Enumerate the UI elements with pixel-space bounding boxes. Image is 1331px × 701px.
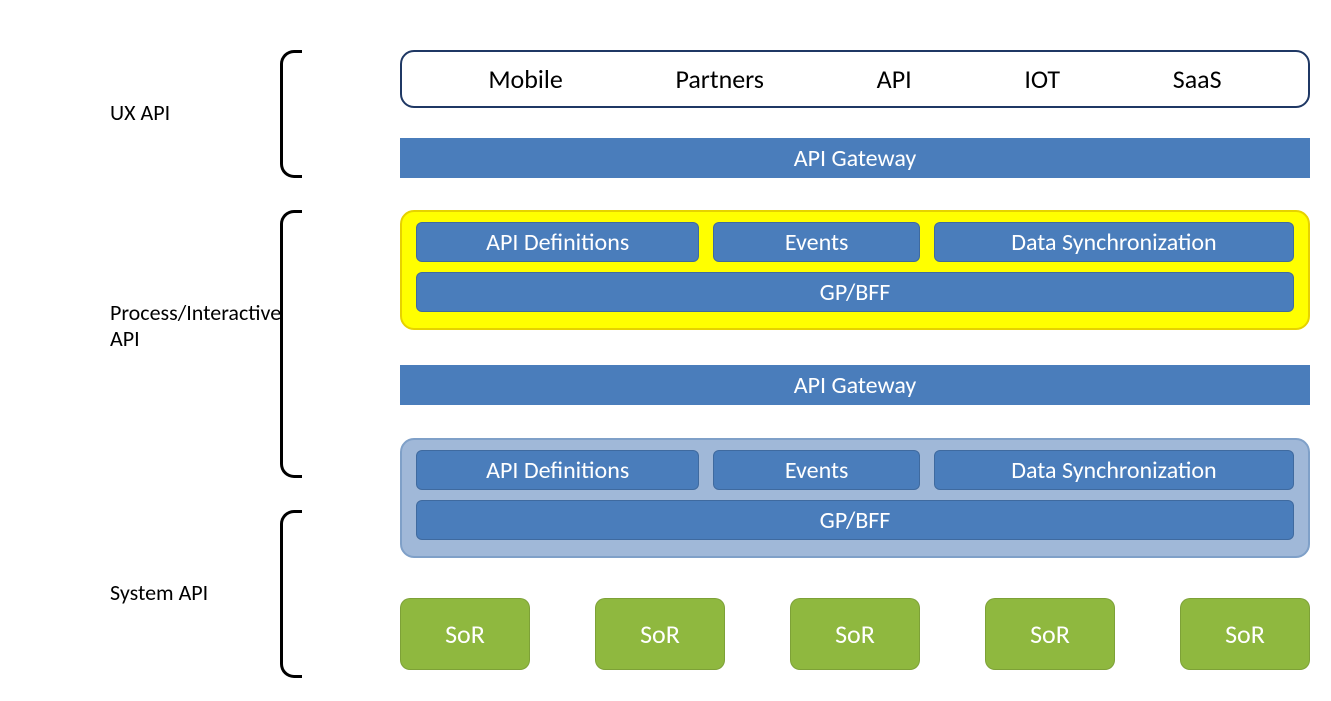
consumer-iot: IOT — [1024, 63, 1060, 95]
process-panel-yellow-block-0: API Definitions — [416, 222, 699, 262]
consumer-partners: Partners — [675, 63, 764, 95]
layer-label-process: Process/Interactive API — [110, 300, 281, 353]
process-panel-lightblue-block-0: API Definitions — [416, 450, 699, 490]
consumer-mobile: Mobile — [488, 63, 562, 95]
layer-label-ux: UX API — [110, 100, 170, 126]
sor-2: SoR — [790, 598, 920, 670]
consumer-saas: SaaS — [1173, 63, 1222, 95]
bracket-process — [280, 210, 302, 478]
process-panel-lightblue: API Definitions Events Data Synchronizatio… — [400, 438, 1310, 558]
sor-1: SoR — [595, 598, 725, 670]
process-panel-lightblue-block-1: Events — [713, 450, 920, 490]
process-panel-lightblue-gpbff: GP/BFF — [416, 500, 1294, 540]
consumer-api: API — [877, 63, 912, 95]
bracket-system — [280, 510, 302, 678]
api-gateway-2: API Gateway — [400, 365, 1310, 405]
process-panel-yellow-gpbff: GP/BFF — [416, 272, 1294, 312]
api-gateway-1: API Gateway — [400, 138, 1310, 178]
sor-0: SoR — [400, 598, 530, 670]
process-panel-yellow: API Definitions Events Data Synchronizatio… — [400, 210, 1310, 330]
layer-label-system: System API — [110, 580, 208, 606]
process-panel-lightblue-block-2: Data Synchronization — [934, 450, 1294, 490]
sor-4: SoR — [1180, 598, 1310, 670]
bracket-ux — [280, 50, 302, 178]
consumers-box: Mobile Partners API IOT SaaS — [400, 50, 1310, 108]
sor-3: SoR — [985, 598, 1115, 670]
process-panel-yellow-block-2: Data Synchronization — [934, 222, 1294, 262]
sor-row: SoR SoR SoR SoR SoR — [400, 598, 1310, 670]
process-panel-yellow-block-1: Events — [713, 222, 920, 262]
